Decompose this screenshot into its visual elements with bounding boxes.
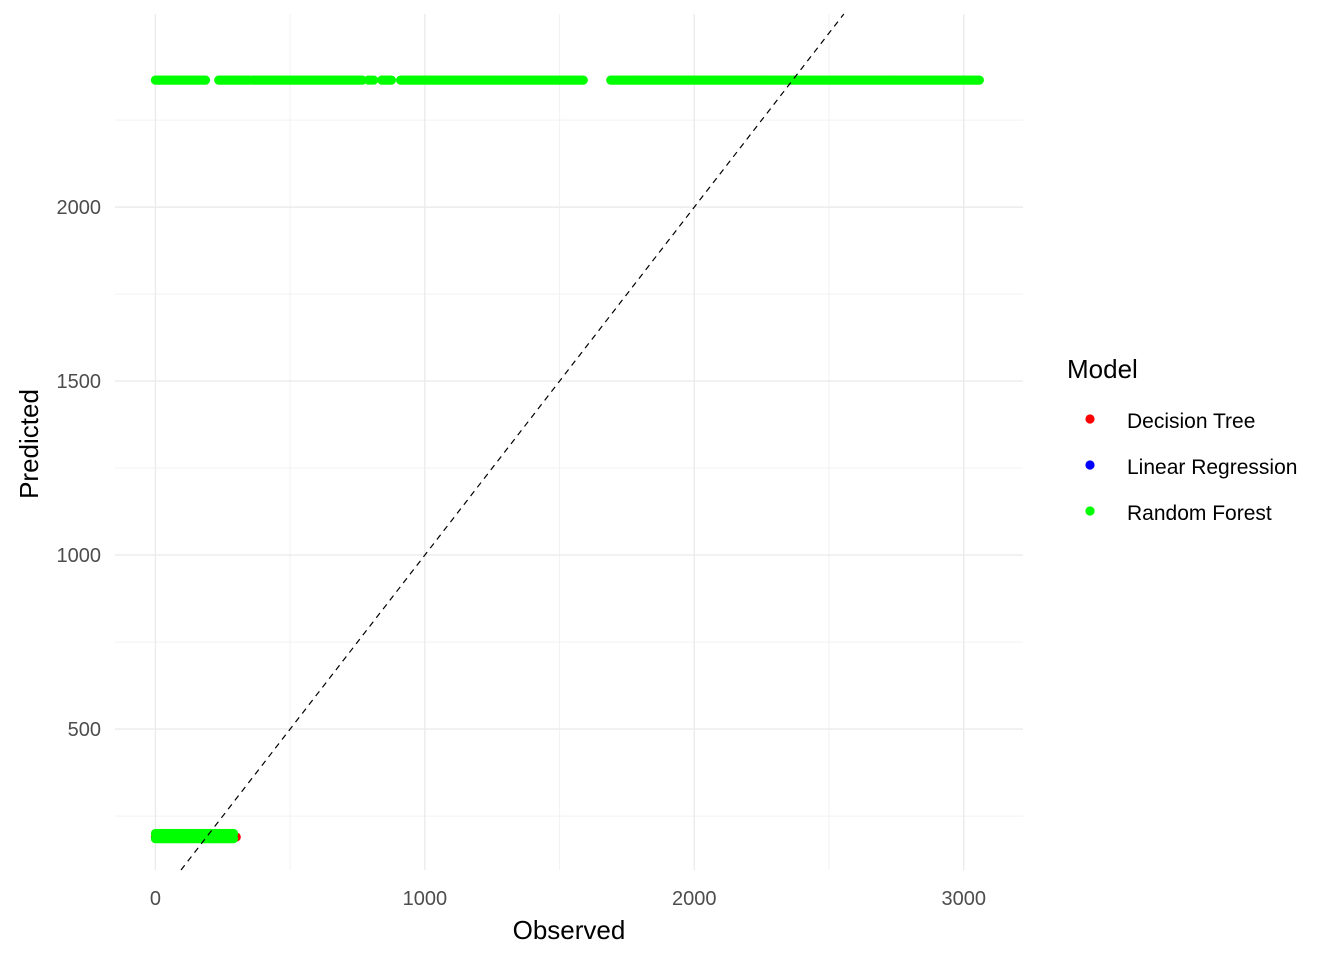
grid-minor	[115, 14, 1023, 870]
legend-key	[1085, 506, 1095, 516]
x-tick-label: 3000	[941, 888, 986, 910]
series-random-forest	[150, 75, 984, 844]
y-axis-title: Predicted	[14, 389, 44, 499]
legend: Model Decision Tree Linear Regression Rand…	[1067, 354, 1297, 525]
legend-label: Random Forest	[1127, 502, 1272, 525]
legend-title: Model	[1067, 354, 1138, 384]
x-axis-title: Observed	[513, 915, 626, 945]
y-tick-label: 1000	[57, 545, 102, 567]
legend-label: Decision Tree	[1127, 410, 1255, 433]
data-point	[369, 75, 379, 85]
legend-key	[1085, 460, 1095, 470]
legend-label: Linear Regression	[1127, 456, 1297, 479]
reference-line-layer	[180, 13, 845, 871]
x-tick-label: 2000	[672, 888, 717, 910]
y-axis-ticks: 500 1000 1500 2000	[57, 197, 102, 741]
x-tick-label: 0	[150, 888, 161, 910]
data-point	[200, 75, 211, 85]
data-point	[974, 75, 984, 85]
data-point	[578, 75, 588, 85]
reference-line	[180, 13, 845, 871]
y-tick-label: 2000	[57, 197, 102, 219]
legend-key	[1085, 414, 1095, 424]
data-points	[150, 75, 984, 844]
y-tick-label: 500	[68, 719, 101, 741]
x-axis-ticks: 0 1000 2000 3000	[150, 888, 986, 910]
legend-items: Decision Tree Linear Regression Random For…	[1085, 410, 1297, 525]
data-point	[228, 828, 239, 839]
data-point	[386, 75, 397, 85]
grid-major	[115, 14, 1023, 870]
x-tick-label: 1000	[403, 888, 448, 910]
y-tick-label: 1500	[57, 371, 102, 393]
